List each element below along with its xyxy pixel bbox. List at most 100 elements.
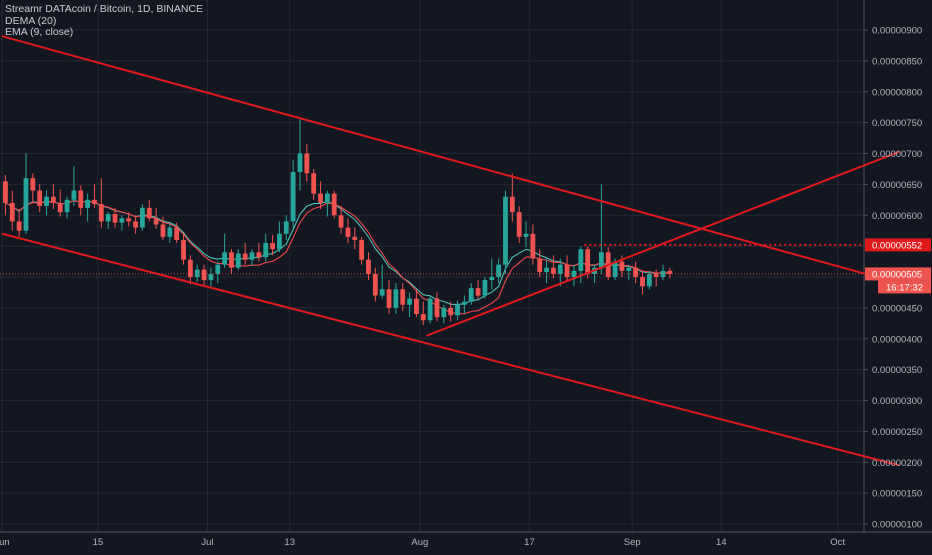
candle-down (37, 190, 43, 206)
y-tick-label: 0.00000200 (872, 458, 922, 469)
candle-up (598, 252, 604, 268)
price-labels: 0.00000552 0.00000505 16:17:32 (865, 238, 931, 294)
candle-down (242, 253, 248, 260)
candle-up (626, 267, 632, 271)
x-tick-label: Sep (624, 537, 641, 548)
candle-up (461, 301, 467, 305)
candle-up (263, 243, 269, 258)
x-tick-label: 17 (524, 537, 535, 548)
candle-down (92, 199, 97, 205)
candle-down (509, 196, 515, 213)
ema-9-line (5, 200, 670, 305)
candle-up (44, 196, 49, 206)
trendline-channel-bottom (1, 232, 900, 467)
ema-line (5, 200, 670, 305)
x-tick-label: Jul (201, 537, 213, 548)
candle-up (222, 252, 228, 265)
candle-down (516, 212, 522, 237)
candle-up (427, 298, 433, 321)
candle-down (153, 218, 159, 225)
candle-up (277, 233, 282, 250)
candle-down (126, 218, 132, 222)
candle-down (400, 289, 406, 305)
candle-up (646, 273, 652, 287)
candle-down (9, 202, 15, 222)
price-badge-alert (865, 238, 931, 252)
candle-up (455, 304, 460, 316)
candle-down (78, 190, 84, 208)
price-badge-text: 0.00000505 (872, 269, 922, 280)
candle-up (441, 307, 447, 318)
candle-up (140, 207, 145, 228)
candle-down (640, 277, 645, 287)
candle-down (345, 227, 351, 237)
candle-up (379, 289, 385, 296)
candle-down (475, 288, 481, 296)
candles (3, 119, 673, 326)
candle-down (359, 239, 365, 260)
dema-legend[interactable]: DEMA (20) (5, 14, 57, 27)
candle-up (496, 264, 502, 277)
candle-up (407, 298, 412, 305)
ema-legend[interactable]: EMA (9, close) (5, 26, 74, 38)
y-tick-label: 0.00000650 (872, 180, 922, 191)
candle-down (160, 224, 166, 237)
candle-up (503, 196, 508, 265)
candle-up (297, 153, 303, 173)
candle-up (71, 190, 77, 200)
candle-down (174, 227, 180, 240)
candle-down (50, 196, 56, 203)
candle-up (578, 249, 584, 271)
candle-up (612, 261, 618, 277)
symbol-title[interactable]: Streamr DATAcoin / Bitcoin, 1D, BINANCE (5, 3, 203, 15)
price-badge-last (865, 267, 931, 281)
x-tick-label: Oct (830, 537, 845, 548)
candle-down (98, 204, 104, 222)
candle-down (256, 252, 262, 258)
candle-down (3, 181, 8, 203)
candle-down (146, 207, 152, 219)
candle-down (181, 239, 186, 260)
candle-down (619, 261, 625, 271)
candle-down (112, 214, 118, 223)
trendline-rising-support (426, 150, 900, 337)
candle-up (523, 233, 529, 237)
candle-up (557, 264, 563, 274)
candle-down (366, 259, 371, 274)
candle-up (482, 280, 488, 296)
candle-down (270, 243, 275, 250)
candle-down (448, 307, 454, 316)
x-axis[interactable]: Jun 15 Jul 13 Aug 17 Sep 14 Oct (0, 537, 845, 548)
candle-up (235, 253, 241, 268)
candle-up (249, 252, 255, 260)
candle-up (119, 218, 125, 223)
candle-down (585, 249, 591, 274)
candle-down (653, 273, 659, 277)
dema-20-line (5, 200, 670, 315)
candle-down (311, 173, 317, 194)
candle-down (201, 269, 207, 281)
trendlines[interactable] (0, 35, 900, 467)
candle-down (338, 215, 344, 228)
candle-down (229, 252, 234, 268)
candle-up (85, 199, 91, 208)
candle-down (133, 221, 138, 228)
candle-up (393, 289, 399, 308)
candle-down (420, 314, 426, 321)
y-tick-label: 0.00000850 (872, 56, 922, 67)
candle-up (208, 273, 214, 281)
candle-up (324, 193, 330, 203)
y-tick-label: 0.00000700 (872, 149, 922, 160)
candle-down (318, 193, 323, 203)
trendline-channel-top (1, 35, 900, 285)
candle-down (57, 202, 63, 213)
candle-up (64, 199, 70, 213)
y-tick-label: 0.00000800 (872, 87, 922, 98)
candle-up (290, 172, 296, 222)
price-badge-text: 0.00000552 (872, 240, 922, 251)
candle-up (167, 227, 173, 237)
candle-down (304, 153, 310, 174)
y-tick-label: 0.00000300 (872, 396, 922, 407)
